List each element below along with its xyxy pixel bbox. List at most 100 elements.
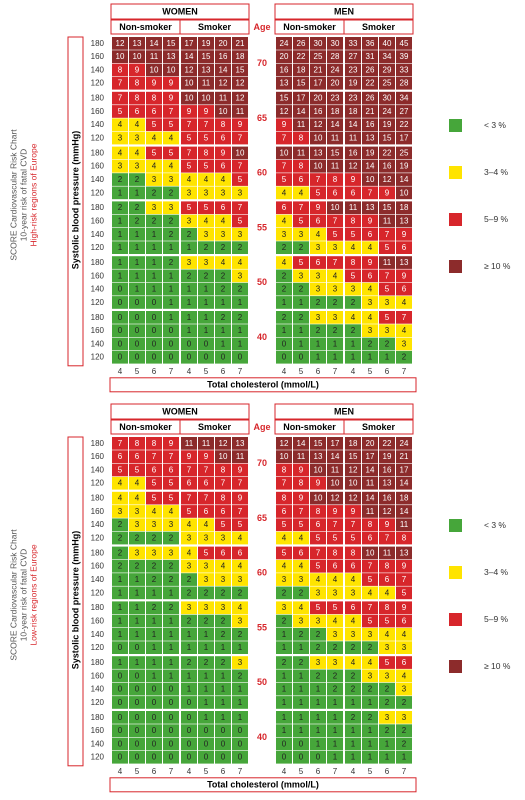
risk-cell: [345, 159, 361, 173]
risk-value: 18: [349, 439, 358, 448]
risk-value: 3: [204, 188, 209, 197]
risk-cell: [396, 50, 412, 63]
risk-cell: [198, 491, 214, 505]
risk-value: 9: [204, 107, 209, 116]
risk-value: 0: [187, 753, 192, 762]
risk-cell: [327, 296, 343, 309]
risk-cell: [163, 573, 179, 586]
risk-value: 8: [204, 148, 209, 157]
risk-value: 0: [238, 753, 243, 762]
risk-cell: [112, 337, 128, 351]
risk-value: 9: [221, 148, 226, 157]
risk-cell: [181, 463, 197, 477]
risk-value: 4: [282, 258, 287, 267]
risk-value: 4: [333, 271, 338, 280]
risk-value: 1: [316, 713, 321, 722]
risk-cell: [310, 201, 326, 215]
risk-cell: [276, 131, 292, 145]
risk-cell: [310, 656, 326, 669]
risk-cell: [362, 546, 378, 560]
risk-value: 0: [152, 326, 157, 335]
risk-value: 0: [135, 353, 140, 362]
risk-cell: [327, 476, 343, 490]
risk-value: 5: [204, 162, 209, 171]
risk-cell: [232, 37, 248, 50]
risk-cell: [198, 76, 214, 90]
risk-value: 6: [238, 548, 243, 557]
risk-cell: [232, 669, 248, 683]
risk-cell: [129, 159, 145, 173]
risk-value: 14: [349, 120, 358, 129]
risk-value: 3: [204, 533, 209, 542]
risk-value: 6: [316, 520, 321, 529]
risk-value: 14: [185, 52, 194, 61]
risk-value: 7: [316, 548, 321, 557]
risk-cell: [293, 711, 309, 724]
risk-cell: [293, 173, 309, 186]
risk-value: 11: [202, 439, 211, 448]
risk-cell: [345, 282, 361, 296]
risk-cell: [276, 505, 292, 518]
risk-cell: [327, 531, 343, 545]
risk-cell: [293, 146, 309, 160]
x-tick-label: 4: [187, 767, 192, 776]
risk-cell: [293, 696, 309, 709]
risk-cell: [310, 241, 326, 254]
risk-value: 7: [385, 271, 390, 280]
risk-cell: [215, 337, 231, 351]
risk-cell: [362, 518, 378, 532]
risk-value: 14: [219, 65, 228, 74]
bp-label: 120: [91, 298, 105, 307]
risk-value: 3: [238, 575, 243, 584]
risk-cell: [198, 228, 214, 241]
risk-cell: [379, 737, 395, 751]
risk-value: 3: [221, 533, 226, 542]
subgroup-header-box: [179, 419, 250, 435]
risk-value: 8: [135, 79, 140, 88]
risk-value: 26: [366, 65, 375, 74]
risk-value: 1: [135, 588, 140, 597]
risk-value: 1: [135, 188, 140, 197]
risk-value: 6: [221, 548, 226, 557]
risk-cell: [146, 311, 162, 324]
risk-value: 1: [333, 713, 338, 722]
risk-value: 2: [221, 243, 226, 252]
risk-cell: [362, 601, 378, 615]
risk-cell: [232, 628, 248, 641]
risk-value: 1: [204, 643, 209, 652]
risk-value: 24: [331, 65, 340, 74]
risk-value: 6: [333, 188, 338, 197]
risk-value: 13: [167, 52, 176, 61]
risk-value: 1: [118, 243, 123, 252]
risk-cell: [215, 491, 231, 505]
risk-value: 1: [402, 753, 407, 762]
risk-cell: [129, 601, 145, 615]
risk-value: 1: [299, 713, 304, 722]
risk-value: 4: [402, 326, 407, 335]
risk-cell: [379, 105, 395, 118]
risk-cell: [181, 256, 197, 269]
risk-value: 0: [169, 698, 174, 707]
risk-cell: [198, 50, 214, 63]
risk-value: 10: [314, 494, 323, 503]
risk-cell: [362, 491, 378, 505]
risk-cell: [345, 505, 361, 518]
risk-value: 6: [135, 452, 140, 461]
bp-label: 180: [91, 94, 105, 103]
risk-value: 4: [282, 562, 287, 571]
risk-cell: [129, 505, 145, 518]
risk-cell: [163, 737, 179, 751]
risk-cell: [198, 724, 214, 737]
bp-label: 160: [91, 452, 105, 461]
risk-cell: [163, 450, 179, 463]
risk-value: 2: [368, 685, 373, 694]
risk-cell: [396, 737, 412, 751]
risk-value: 3: [368, 326, 373, 335]
risk-cell: [362, 628, 378, 641]
risk-cell: [293, 37, 309, 50]
risk-value: 5: [333, 230, 338, 239]
bp-label: 180: [91, 203, 105, 212]
risk-cell: [129, 256, 145, 269]
risk-cell: [276, 669, 292, 683]
risk-cell: [112, 201, 128, 215]
